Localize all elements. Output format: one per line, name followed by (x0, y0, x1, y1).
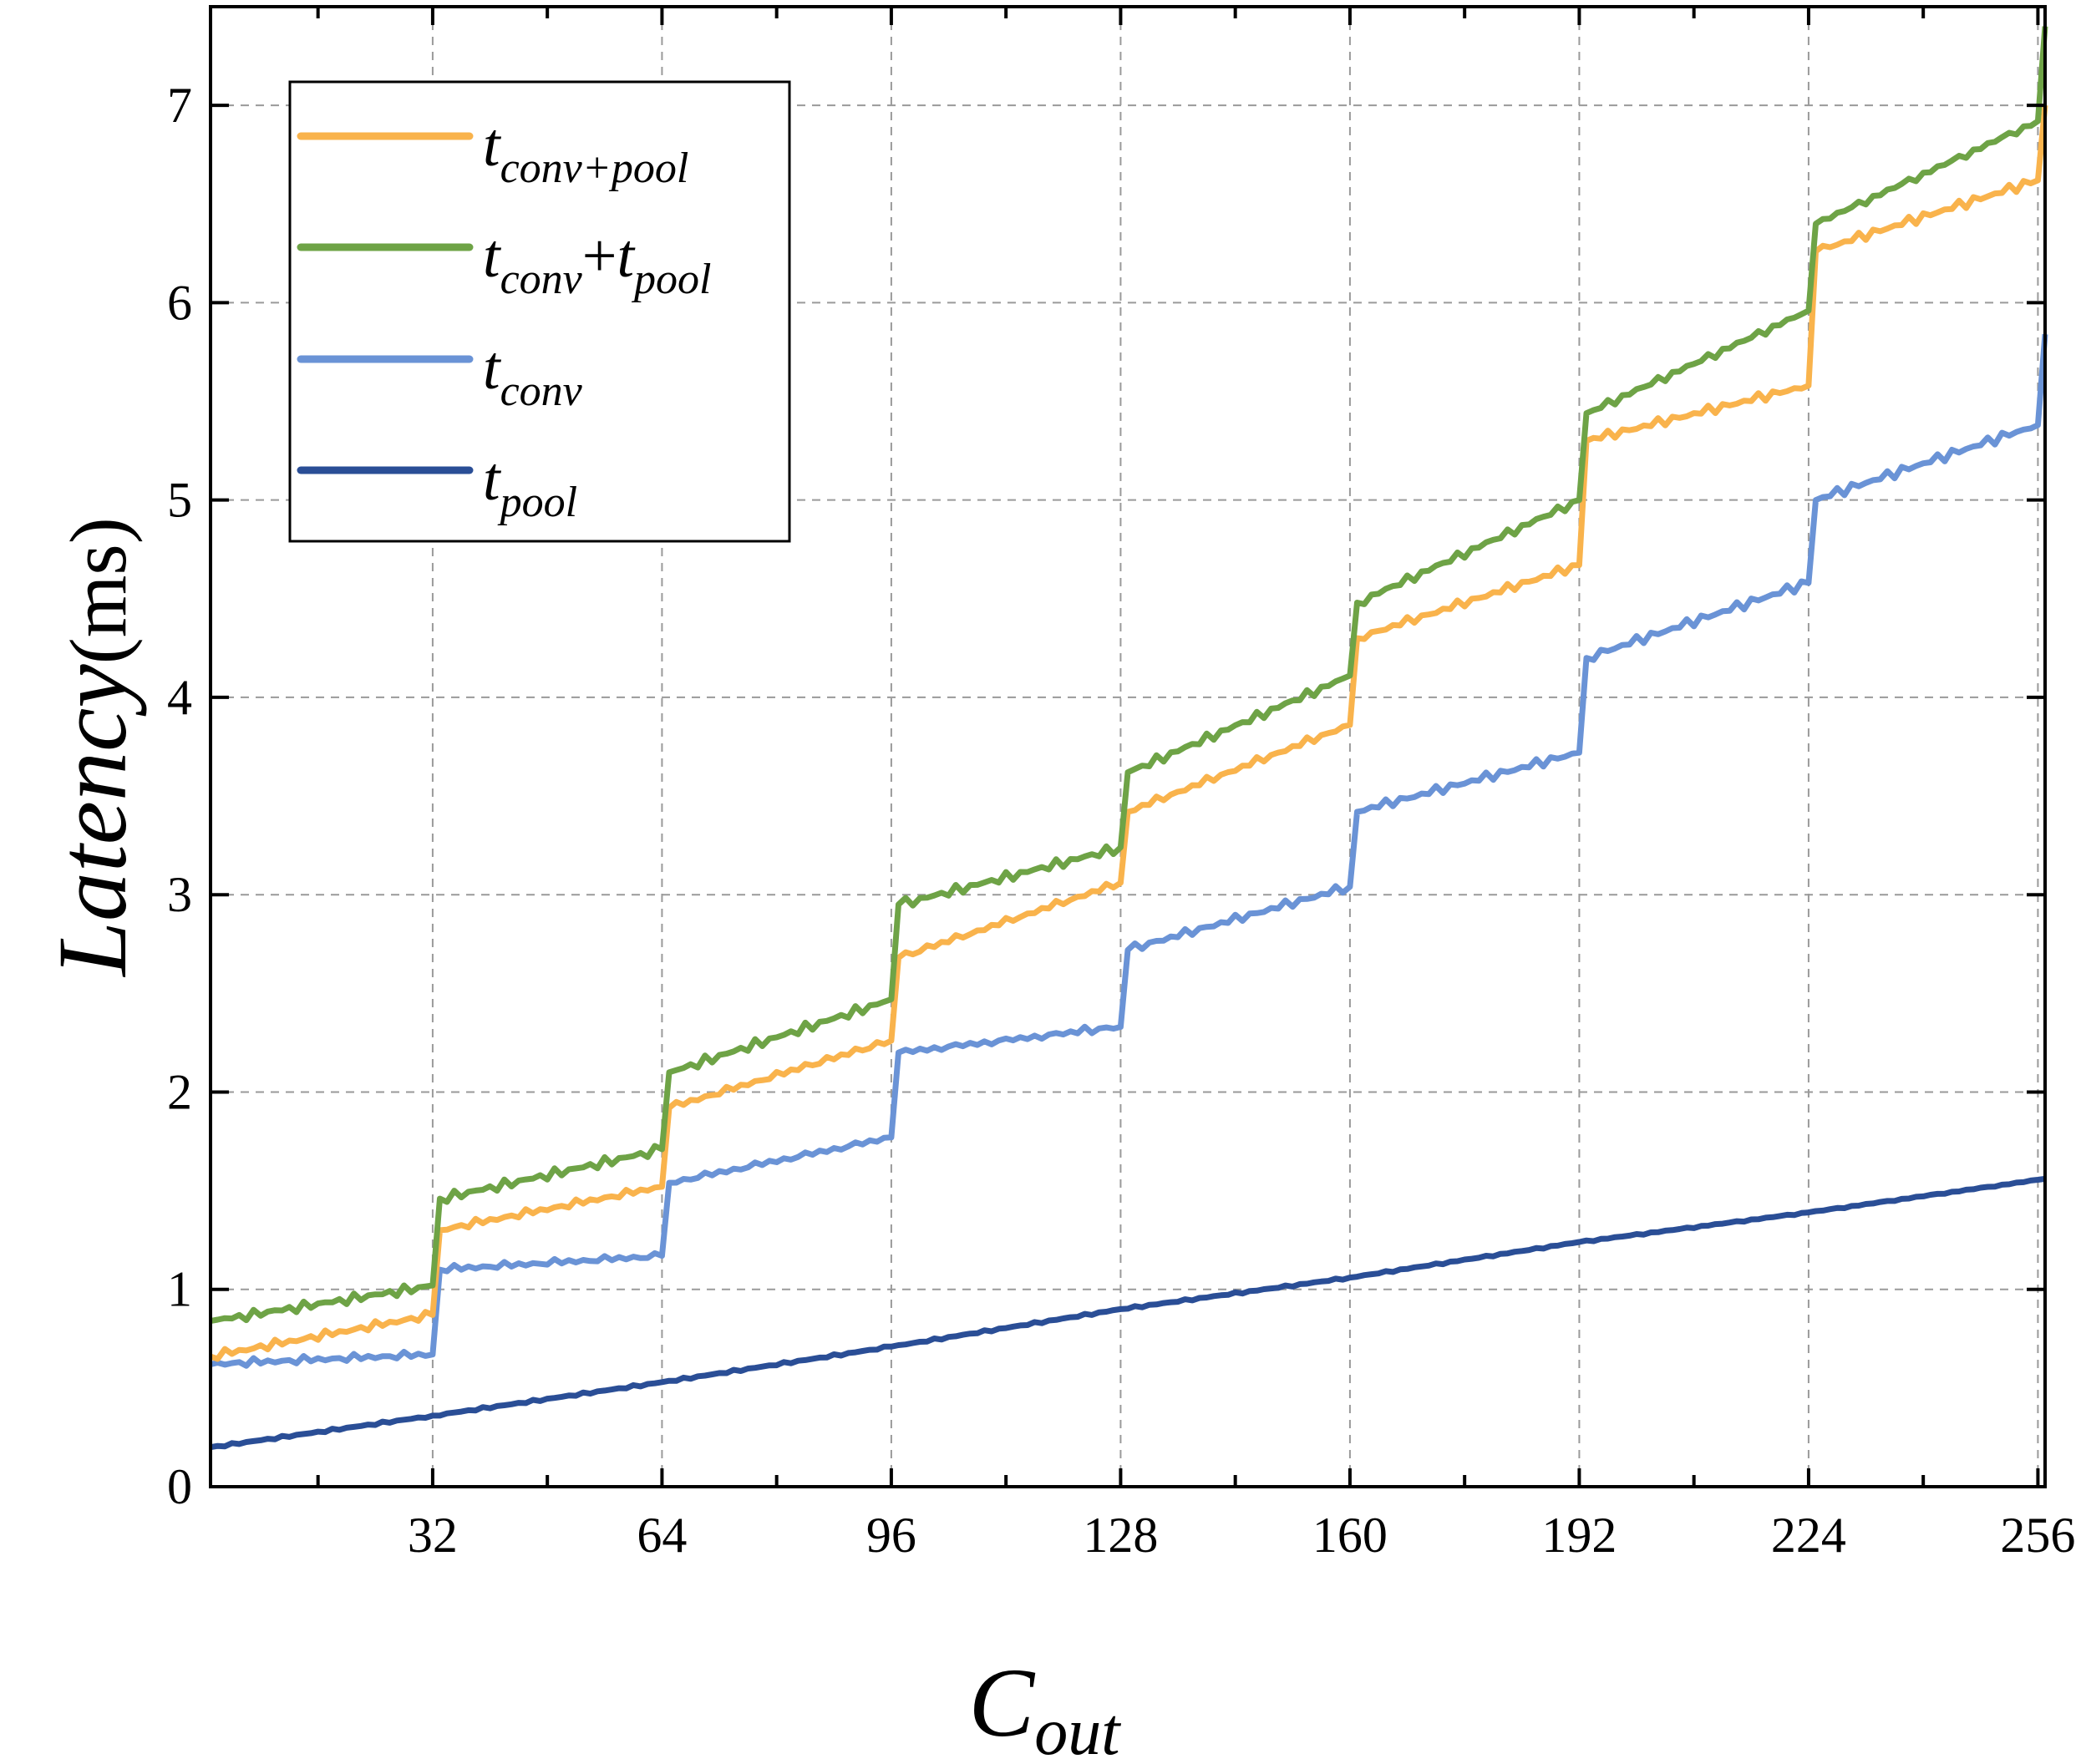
x-tick-label: 256 (2000, 1508, 2075, 1563)
y-tick-label: 0 (167, 1459, 192, 1514)
x-tick-label: 224 (1771, 1508, 1846, 1563)
y-tick-label: 1 (167, 1262, 192, 1317)
legend-label-conv-pool: tconv+pool (483, 111, 688, 192)
x-tick-label: 160 (1312, 1508, 1388, 1563)
series-line-t_conv+pool (209, 104, 2048, 1362)
x-tick-label: 192 (1541, 1508, 1617, 1563)
y-tick-label: 2 (167, 1064, 192, 1119)
legend-label-pool: tpool (483, 445, 577, 526)
axis-ticks (211, 7, 2045, 1488)
y-tick-label: 7 (167, 78, 192, 133)
legend: tconv+pool tconv+tpool tconv tpool (288, 80, 791, 543)
series-line-t_conv (210, 333, 2048, 1369)
y-tick-label: 4 (167, 670, 192, 725)
x-tick-label: 32 (408, 1508, 458, 1563)
legend-box (288, 80, 791, 543)
tick-labels: 0 1 2 3 4 5 6 7 32 64 96 128 160 192 224 256 (167, 78, 2075, 1563)
x-axis-title: Cout (969, 1648, 1122, 1764)
legend-label-conv: tconv (483, 334, 583, 415)
x-tick-label: 96 (866, 1508, 916, 1563)
y-axis-title: Latency(ms) (38, 517, 147, 978)
x-tick-label: 128 (1083, 1508, 1158, 1563)
x-tick-label: 64 (637, 1508, 687, 1563)
series-line-t_pool (210, 1175, 2046, 1451)
series-lines (209, 26, 2048, 1451)
series-line-t_conv+t_pool (210, 26, 2048, 1324)
y-tick-label: 6 (167, 275, 192, 330)
y-tick-label: 3 (167, 867, 192, 922)
y-tick-label: 5 (167, 473, 192, 528)
legend-label-conv-plus-pool: tconv+tpool (483, 222, 711, 303)
plot-frame (209, 5, 2047, 1488)
